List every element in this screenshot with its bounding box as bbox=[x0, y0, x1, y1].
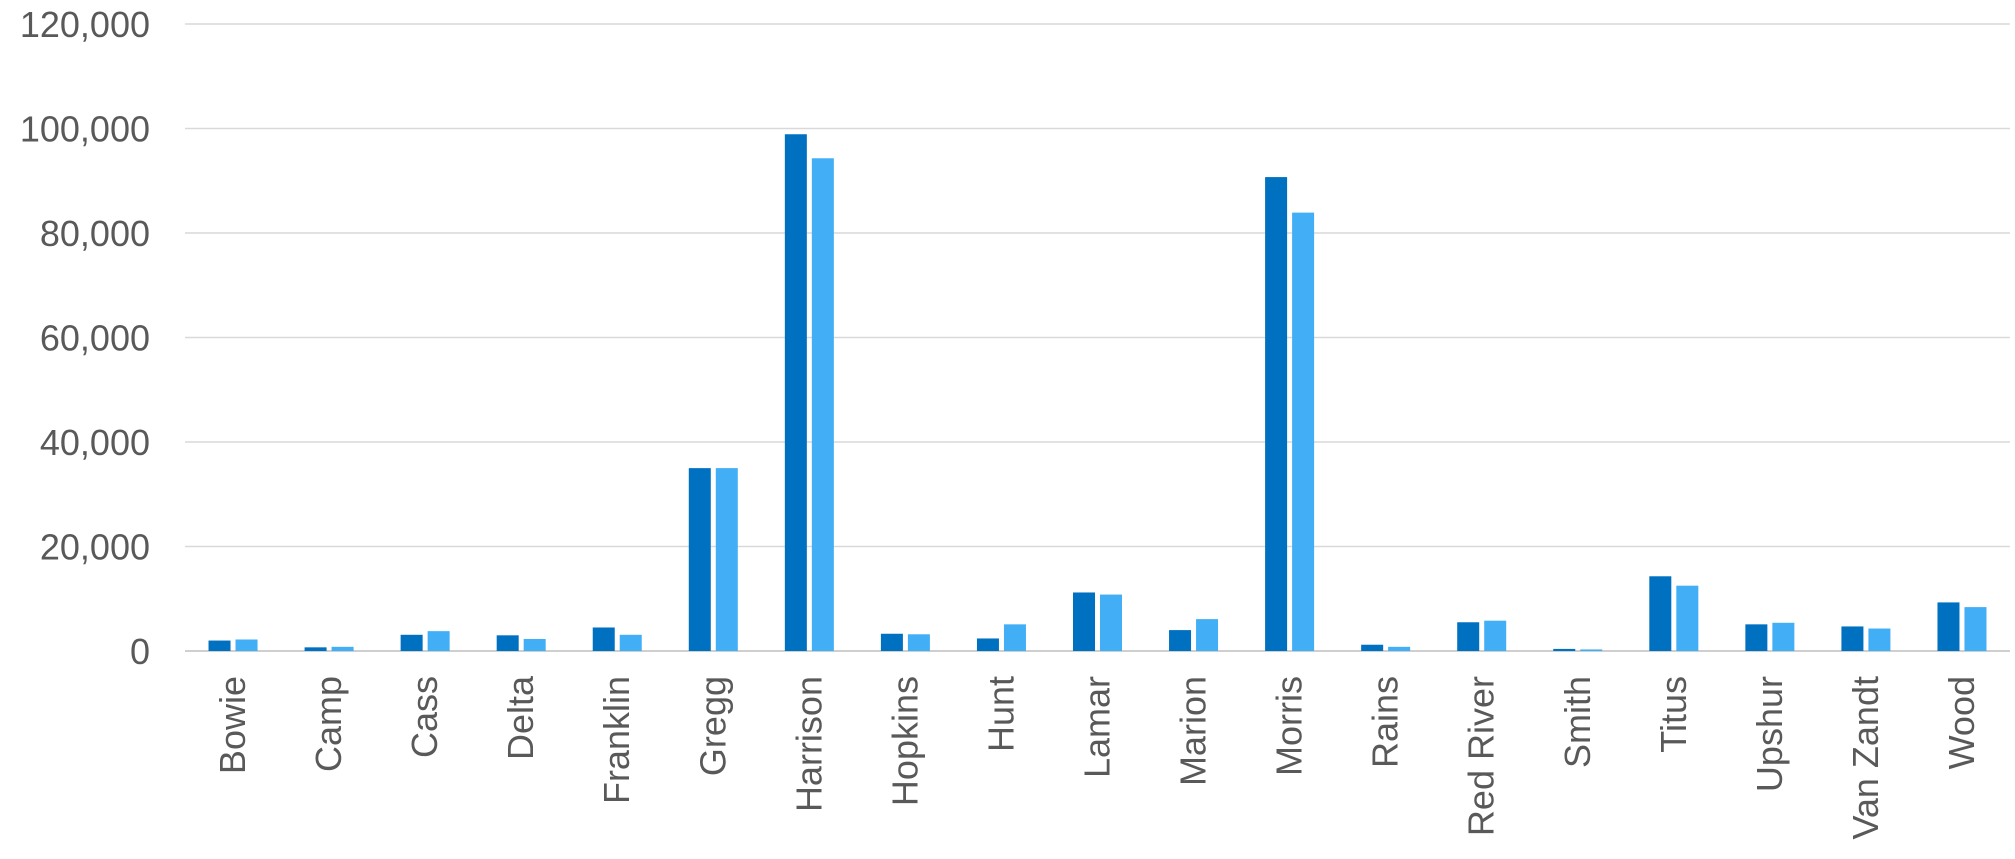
bar-hopkins-series-1 bbox=[880, 633, 903, 651]
bar-gregg-series-2 bbox=[715, 468, 738, 651]
x-tick-label: Rains bbox=[1365, 676, 1406, 768]
bar-marion-series-2 bbox=[1196, 619, 1219, 651]
bar-franklin-series-2 bbox=[619, 634, 642, 651]
x-tick-label: Gregg bbox=[692, 676, 733, 776]
x-tick-label: Upshur bbox=[1749, 676, 1790, 792]
bar-red-river-series-2 bbox=[1484, 620, 1507, 651]
x-tick-label: Titus bbox=[1653, 676, 1694, 753]
bar-smith-series-1 bbox=[1553, 648, 1576, 651]
x-tick-label: Lamar bbox=[1077, 676, 1118, 778]
x-tick-label: Delta bbox=[500, 675, 541, 760]
y-tick-label: 120,000 bbox=[20, 4, 150, 45]
bar-morris-series-2 bbox=[1292, 212, 1315, 651]
bar-van-zandt-series-2 bbox=[1868, 628, 1891, 651]
bar-titus-series-2 bbox=[1676, 585, 1699, 651]
y-tick-label: 80,000 bbox=[40, 213, 150, 254]
x-tick-label: Hopkins bbox=[884, 676, 925, 806]
bar-delta-series-2 bbox=[523, 638, 546, 651]
bar-red-river-series-1 bbox=[1457, 622, 1480, 651]
x-tick-label: Marion bbox=[1173, 676, 1214, 786]
bar-smith-series-2 bbox=[1580, 649, 1603, 651]
x-tick-label: Hunt bbox=[980, 676, 1021, 752]
bar-hopkins-series-2 bbox=[907, 634, 930, 651]
bar-rains-series-1 bbox=[1361, 644, 1384, 651]
y-tick-label: 40,000 bbox=[40, 422, 150, 463]
bar-lamar-series-1 bbox=[1073, 592, 1095, 651]
bar-harrison-series-2 bbox=[811, 158, 834, 651]
bar-harrison-series-1 bbox=[784, 134, 807, 651]
y-axis-ticks: 0 20,000 40,000 60,000 80,000 100,000 120,000 bbox=[20, 4, 150, 672]
x-tick-label: Cass bbox=[404, 676, 445, 758]
y-tick-label: 100,000 bbox=[20, 109, 150, 150]
bar-marion-series-1 bbox=[1169, 630, 1192, 651]
x-tick-label: Harrison bbox=[788, 676, 829, 812]
x-tick-label: Franklin bbox=[596, 676, 637, 804]
bar-bowie-series-1 bbox=[208, 640, 231, 651]
bar-wood-series-1 bbox=[1937, 602, 1960, 651]
bar-camp-series-1 bbox=[304, 647, 327, 651]
bar-hunt-series-1 bbox=[976, 638, 999, 651]
bar-cass-series-1 bbox=[400, 634, 423, 651]
bar-upshur-series-1 bbox=[1745, 624, 1768, 651]
bar-hunt-series-2 bbox=[1003, 624, 1026, 651]
y-tick-label: 60,000 bbox=[40, 318, 150, 359]
bar-upshur-series-2 bbox=[1772, 622, 1795, 651]
x-tick-label: Morris bbox=[1269, 676, 1310, 776]
bar-van-zandt-series-1 bbox=[1841, 626, 1864, 651]
bar-morris-series-1 bbox=[1265, 177, 1288, 651]
x-tick-label: Smith bbox=[1557, 676, 1598, 768]
x-tick-label: Red River bbox=[1461, 676, 1502, 836]
bar-wood-series-2 bbox=[1964, 607, 1987, 651]
x-tick-label: Bowie bbox=[212, 676, 253, 774]
bar-rains-series-2 bbox=[1388, 646, 1411, 651]
bar-cass-series-2 bbox=[427, 631, 450, 651]
bar-lamar-series-2 bbox=[1100, 594, 1122, 651]
bar-franklin-series-1 bbox=[592, 627, 615, 651]
x-tick-label: Van Zandt bbox=[1845, 676, 1886, 839]
x-tick-label: Camp bbox=[308, 676, 349, 772]
x-axis-labels: Bowie Camp Cass Delta Franklin Gregg Harrison H… bbox=[212, 675, 1982, 839]
bar-titus-series-1 bbox=[1649, 576, 1672, 651]
bars bbox=[208, 134, 1987, 651]
x-tick-label: Wood bbox=[1941, 676, 1982, 769]
bar-delta-series-1 bbox=[496, 635, 519, 651]
y-tick-label: 0 bbox=[130, 631, 150, 672]
gridlines bbox=[185, 23, 2010, 652]
bar-bowie-series-2 bbox=[235, 639, 258, 651]
bar-camp-series-2 bbox=[331, 646, 354, 651]
bar-gregg-series-1 bbox=[688, 468, 711, 651]
y-tick-label: 20,000 bbox=[40, 527, 150, 568]
